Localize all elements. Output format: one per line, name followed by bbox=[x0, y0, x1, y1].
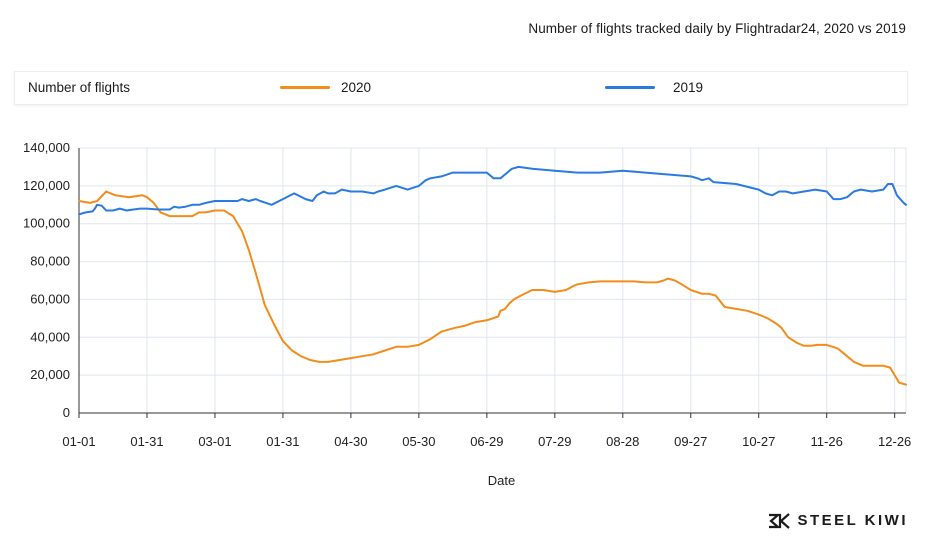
legend-label-2019[interactable]: 2019 bbox=[673, 80, 704, 95]
x-tick-label: 03-01 bbox=[198, 434, 231, 449]
chart-title: Number of flights tracked daily by Fligh… bbox=[528, 21, 906, 36]
legend-swatch-2019 bbox=[605, 86, 655, 89]
y-tick-label: 120,000 bbox=[23, 178, 70, 193]
legend: Number of flights 2020 2019 bbox=[14, 71, 908, 105]
x-tick-label: 01-01 bbox=[62, 434, 95, 449]
x-tick-label: 09-27 bbox=[674, 434, 707, 449]
x-tick-label: 11-26 bbox=[811, 434, 843, 449]
y-tick-label: 60,000 bbox=[30, 291, 70, 306]
x-tick-label: 05-30 bbox=[402, 434, 435, 449]
y-tick-label: 140,000 bbox=[23, 140, 70, 155]
y-tick-label: 20,000 bbox=[30, 367, 70, 382]
series-line-2020 bbox=[78, 190, 907, 386]
brand-name: STEEL KIWI bbox=[797, 512, 908, 529]
y-tick-label: 80,000 bbox=[30, 254, 70, 269]
x-tick-label: 01-31 bbox=[130, 434, 163, 449]
steelkiwi-logo-icon bbox=[769, 512, 791, 529]
x-tick-label: 10-27 bbox=[742, 434, 775, 449]
y-tick-label: 100,000 bbox=[23, 216, 70, 231]
x-axis-title: Date bbox=[488, 473, 515, 488]
legend-ylabel: Number of flights bbox=[28, 80, 131, 95]
x-tick-label: 12-26 bbox=[878, 434, 911, 449]
series-line-2019 bbox=[78, 165, 907, 216]
x-tick-label: 07-29 bbox=[538, 434, 571, 449]
y-tick-label: 0 bbox=[63, 405, 70, 420]
x-tick-label: 06-29 bbox=[470, 434, 503, 449]
y-tick-label: 40,000 bbox=[30, 329, 70, 344]
x-tick-label: 04-30 bbox=[334, 434, 367, 449]
brand: STEEL KIWI bbox=[768, 512, 908, 529]
legend-swatch-2020 bbox=[280, 86, 330, 89]
x-tick-label: 01-31 bbox=[266, 434, 299, 449]
legend-label-2020[interactable]: 2020 bbox=[341, 80, 372, 95]
x-tick-label: 08-28 bbox=[606, 434, 639, 449]
